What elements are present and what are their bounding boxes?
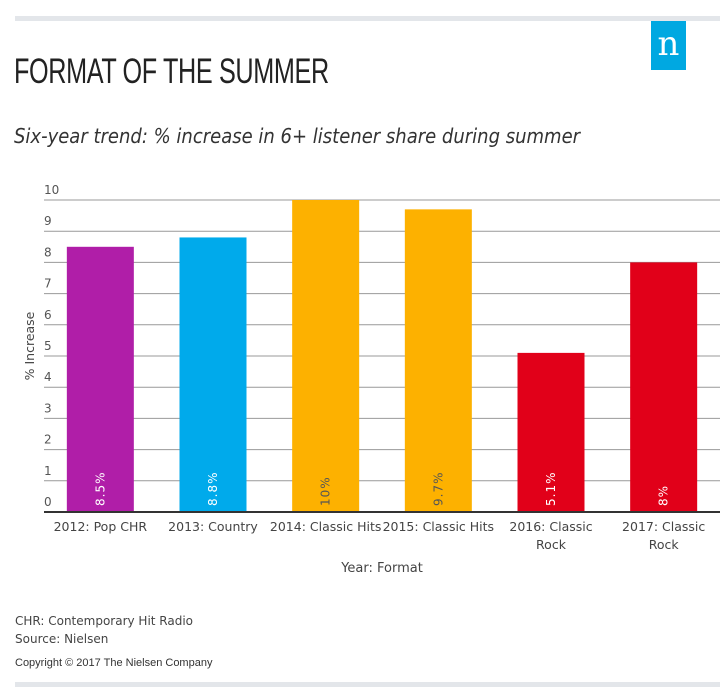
bar	[66, 246, 134, 513]
y-tick-label: 0	[44, 495, 52, 509]
chart-subtitle: Six-year trend: % increase in 6+ listene…	[14, 124, 581, 148]
bar	[179, 237, 247, 512]
x-tick-label: 2012: Pop CHR	[54, 519, 148, 534]
data-label: 8.5%	[93, 472, 107, 507]
data-label: 8%	[657, 485, 671, 506]
x-tick-label: 2017: Classic	[622, 519, 705, 534]
y-tick-label: 8	[44, 245, 52, 259]
chart-title: FORMAT OF THE SUMMER	[14, 52, 329, 91]
bar	[630, 262, 698, 512]
nielsen-logo: n	[651, 21, 686, 70]
data-label: 8.8%	[206, 472, 220, 507]
y-tick-label: 1	[44, 464, 52, 478]
y-tick-label: 2	[44, 433, 52, 447]
data-label: 5.1%	[544, 472, 558, 507]
y-tick-label: 10	[44, 183, 59, 197]
source: Source: Nielsen	[15, 632, 109, 646]
x-axis-title: Year: Format	[340, 561, 423, 576]
x-tick-label: 2014: Classic Hits	[270, 519, 382, 534]
y-tick-label: 4	[44, 370, 52, 384]
y-tick-label: 9	[44, 214, 52, 228]
data-label: 10%	[319, 476, 333, 506]
y-axis-title: % Increase	[22, 311, 37, 380]
x-tick-label: 2016: Classic	[509, 519, 592, 534]
y-tick-label: 7	[44, 277, 52, 291]
data-label: 9.7%	[431, 472, 445, 507]
x-tick-label: Rock	[536, 537, 567, 552]
bottom-divider	[15, 682, 720, 687]
top-divider	[15, 16, 720, 21]
x-tick-label: Rock	[649, 537, 680, 552]
x-tick-label: 2015: Classic Hits	[383, 519, 495, 534]
bar	[404, 209, 472, 513]
y-tick-label: 6	[44, 308, 52, 322]
bar	[292, 200, 360, 512]
y-tick-label: 5	[44, 339, 52, 353]
footnote: CHR: Contemporary Hit Radio	[15, 614, 194, 628]
x-tick-label: 2013: Country	[168, 519, 258, 534]
copyright: Copyright © 2017 The Nielsen Company	[15, 657, 213, 669]
y-tick-label: 3	[44, 401, 52, 415]
bar	[517, 352, 585, 512]
